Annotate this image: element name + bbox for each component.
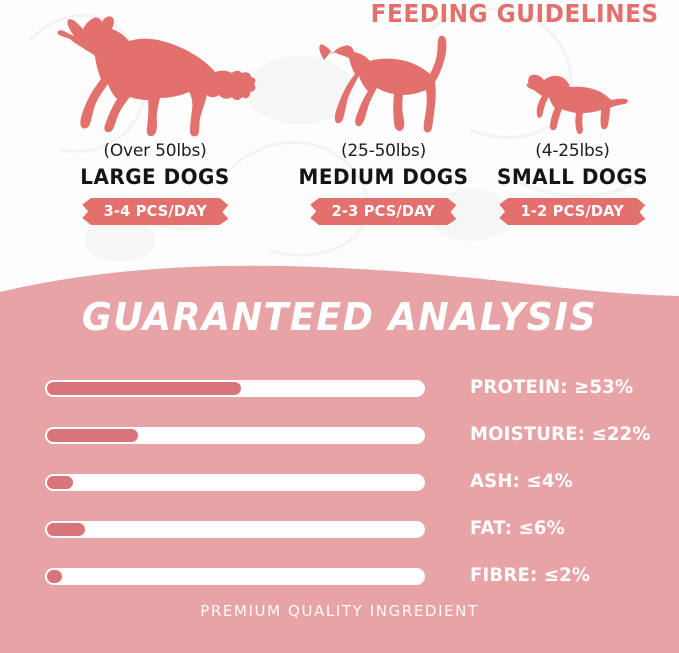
bar-track-protein: [45, 380, 425, 397]
bar-fill-ash: [47, 476, 74, 489]
panel-content: GUARANTEED ANALYSIS PROTEIN: ≥53% MOISTU…: [0, 262, 679, 653]
dose-badge-wrap-small: 1-2 PCS/DAY: [475, 198, 670, 225]
nutrient-label-ash: ASH: ≤4%: [470, 470, 573, 492]
bar-fill-fat: [47, 523, 85, 536]
premium-quality-tagline: PREMIUM QUALITY INGREDIENT: [200, 602, 479, 620]
dog-column-large: (Over 50lbs) LARGE DOGS 3-4 PCS/DAY: [30, 8, 280, 225]
medium-dog-silhouette-icon: [276, 8, 491, 138]
weight-label-medium: (25-50lbs): [340, 141, 427, 161]
size-name-large: LARGE DOGS: [80, 165, 230, 189]
dose-badge-wrap-large: 3-4 PCS/DAY: [30, 198, 280, 225]
nutrient-label-fat: FAT: ≤6%: [470, 517, 565, 539]
dog-column-medium: (25-50lbs) MEDIUM DOGS 2-3 PCS/DAY: [276, 8, 491, 225]
bar-track-ash: [45, 474, 425, 491]
size-name-small: SMALL DOGS: [496, 165, 649, 189]
weight-label-large: (Over 50lbs): [103, 141, 207, 161]
weight-label-small: (4-25lbs): [535, 141, 610, 161]
dose-badge-medium[interactable]: 2-3 PCS/DAY: [310, 198, 457, 225]
analysis-row-moisture: MOISTURE: ≤22%: [0, 413, 679, 460]
analysis-row-fibre: FIBRE: ≤2%: [0, 554, 679, 601]
bar-fill-fibre: [47, 570, 62, 583]
bar-track-fat: [45, 521, 425, 538]
panel-wave-background: [0, 265, 679, 653]
size-name-medium: MEDIUM DOGS: [298, 165, 469, 189]
analysis-row-ash: ASH: ≤4%: [0, 460, 679, 507]
feeding-guidelines-title: FEEDING GUIDELINES: [371, 0, 659, 28]
analysis-row-fat: FAT: ≤6%: [0, 507, 679, 554]
dose-badge-large[interactable]: 3-4 PCS/DAY: [81, 198, 229, 225]
bar-fill-protein: [47, 382, 241, 395]
large-dog-silhouette-icon: [30, 8, 280, 138]
nutrient-label-fibre: FIBRE: ≤2%: [470, 564, 591, 586]
small-dog-silhouette-icon: [475, 8, 670, 138]
guaranteed-analysis-title: GUARANTEED ANALYSIS: [81, 295, 598, 339]
dog-column-small: (4-25lbs) SMALL DOGS 1-2 PCS/DAY: [475, 8, 670, 225]
nutrient-label-moisture: MOISTURE: ≤22%: [470, 423, 651, 445]
bar-track-moisture: [45, 427, 425, 444]
bar-track-fibre: [45, 568, 425, 585]
dose-badge-wrap-medium: 2-3 PCS/DAY: [276, 198, 491, 225]
bar-fill-moisture: [47, 429, 138, 442]
nutrient-label-protein: PROTEIN: ≥53%: [470, 376, 634, 398]
guaranteed-analysis-panel: GUARANTEED ANALYSIS PROTEIN: ≥53% MOISTU…: [0, 262, 679, 653]
analysis-rows: PROTEIN: ≥53% MOISTURE: ≤22% ASH: ≤4%: [0, 366, 679, 601]
analysis-row-protein: PROTEIN: ≥53%: [0, 366, 679, 413]
dog-size-columns: (Over 50lbs) LARGE DOGS 3-4 PCS/DAY (25-…: [0, 0, 679, 240]
dose-badge-small[interactable]: 1-2 PCS/DAY: [499, 198, 646, 225]
